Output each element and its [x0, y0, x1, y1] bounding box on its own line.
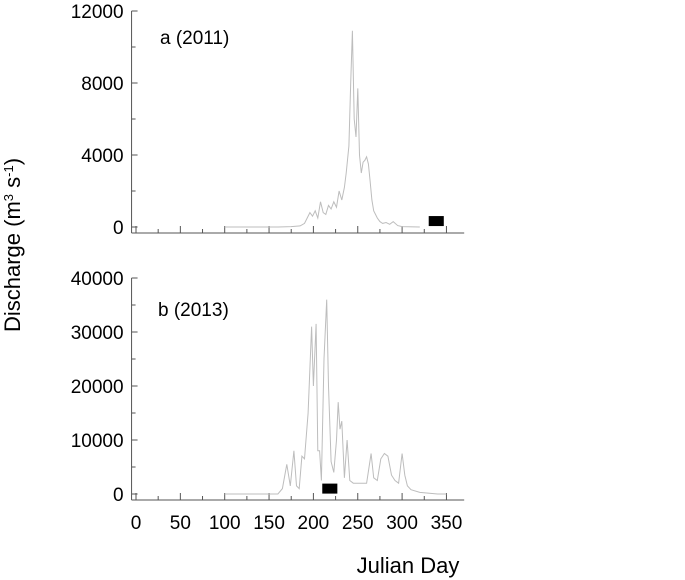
panel-a-label: a (2011) [160, 28, 229, 49]
y-tick-label: 20000 [71, 377, 124, 398]
x-tick-label: 100 [209, 513, 241, 534]
panel-b-x-ticks: 0 50 100 150 200 250 300 350 [131, 493, 463, 534]
x-tick-label: 250 [342, 513, 374, 534]
y-axis-title: Discharge (m3 s-1) [0, 158, 25, 332]
x-tick-label: 150 [253, 513, 285, 534]
panel-b-discharge-line [224, 299, 447, 495]
panel-a-discharge-line [224, 30, 420, 228]
y-tick-label: 0 [113, 485, 124, 506]
x-tick-label: 300 [386, 513, 418, 534]
y-tick-label: 40000 [71, 269, 124, 290]
panel-b-axes [131, 278, 465, 501]
y-tick-label: 0 [113, 218, 124, 239]
y-tick-label: 12000 [71, 2, 124, 23]
panel-b-label: b (2013) [158, 300, 229, 321]
panel-b: b (2013) 0 10000 20000 30000 40000 0 50 100 150… [71, 269, 465, 534]
y-tick-label: 30000 [71, 323, 124, 344]
x-tick-label: 0 [131, 513, 142, 534]
panel-b-y-ticks: 0 10000 20000 30000 40000 [71, 269, 138, 506]
x-tick-label: 200 [298, 513, 330, 534]
panel-a-axes [131, 11, 465, 234]
y-tick-label: 4000 [81, 146, 123, 167]
panel-a-period-marker [428, 216, 444, 227]
x-tick-label: 50 [170, 513, 191, 534]
x-axis-title: Julian Day [357, 553, 460, 578]
y-tick-label: 10000 [71, 431, 124, 452]
panel-b-period-marker [322, 483, 338, 494]
x-tick-label: 350 [431, 513, 463, 534]
panel-a-y-ticks: 0 4000 8000 12000 [71, 2, 138, 239]
y-tick-label: 8000 [81, 74, 123, 95]
panel-a: a (2011) 0 4000 8000 12000 [71, 2, 465, 239]
